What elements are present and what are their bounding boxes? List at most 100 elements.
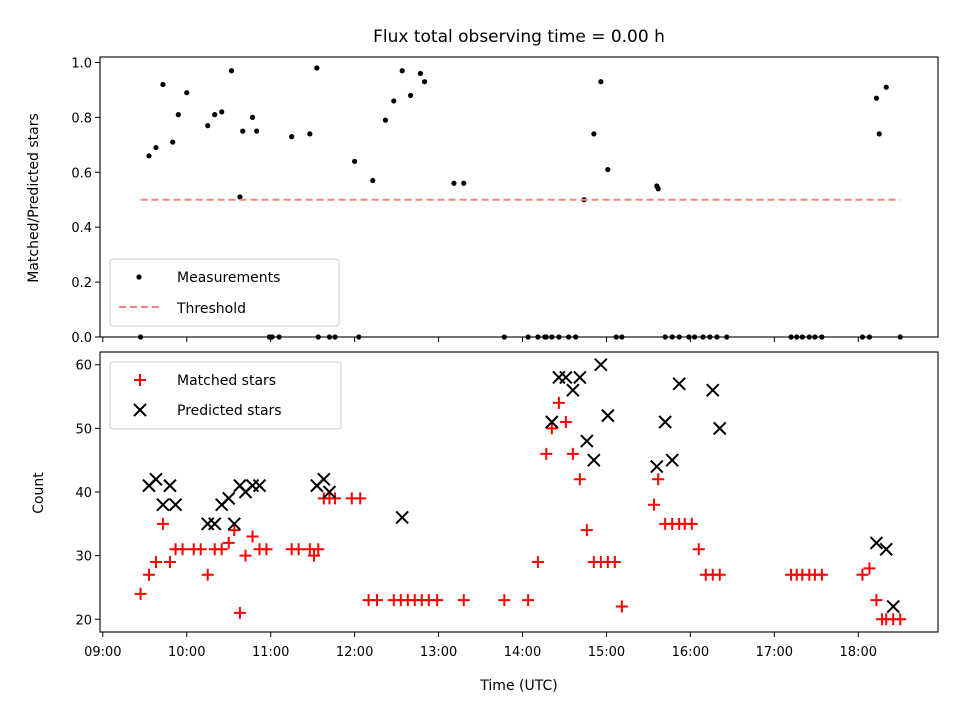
- predicted-star-point: [650, 459, 664, 474]
- measurement-point: [417, 70, 423, 77]
- bottom-legend-box: [109, 361, 342, 430]
- bottom-y-axis-label: Count: [31, 472, 47, 514]
- measurement-point: [146, 153, 152, 159]
- bottom-y-tick-label: 40: [75, 486, 92, 501]
- top-y-tick-label: 1.0: [71, 56, 92, 71]
- measurement-point: [212, 112, 218, 118]
- x-tick-label: 11:00: [252, 645, 289, 660]
- predicted-star-point: [713, 421, 727, 436]
- matched-star-point: [354, 492, 367, 505]
- matched-star-point: [457, 594, 470, 607]
- legend-matched-marker: [134, 374, 146, 386]
- matched-star-point: [580, 524, 593, 537]
- bottom-axes-frame: [99, 351, 939, 633]
- top-ticks: 0.0 0.2 0.4 0.6 0.8 1.0: [71, 56, 859, 346]
- matched-star-point: [573, 473, 586, 486]
- x-tick-label: 17:00: [756, 645, 793, 660]
- matched-star-point: [615, 600, 628, 613]
- matched-star-point: [685, 517, 698, 530]
- matched-star-point: [222, 536, 235, 549]
- measurement-point: [314, 65, 320, 71]
- predicted-star-point: [559, 370, 573, 385]
- measurement-point: [170, 139, 176, 145]
- matched-star-point: [233, 606, 246, 619]
- matched-star-point: [156, 517, 169, 530]
- matched-star-point: [894, 613, 907, 626]
- top-legend-box: [109, 258, 340, 327]
- measurement-point: [289, 134, 295, 140]
- x-tick-label: 18:00: [840, 645, 877, 660]
- measurement-point: [205, 123, 211, 129]
- x-tick-label: 09:00: [84, 645, 121, 660]
- x-tick-label: 10:00: [168, 645, 205, 660]
- top-legend: Measurements Threshold: [109, 258, 340, 327]
- measurement-point: [591, 131, 597, 137]
- top-y-tick-label: 0.2: [71, 276, 92, 291]
- predicted-star-point: [601, 408, 615, 423]
- predicted-star-point: [580, 434, 594, 448]
- matched-star-point: [228, 524, 241, 537]
- predicted-star-point: [665, 453, 679, 467]
- measurement-point: [461, 180, 467, 186]
- matched-star-point: [545, 422, 558, 435]
- matched-star-point: [552, 396, 565, 409]
- measurement-point: [184, 90, 190, 96]
- predicted-star-point: [322, 485, 337, 499]
- matched-star-point: [713, 568, 726, 581]
- measurement-point: [598, 79, 604, 85]
- matched-star-point: [312, 543, 325, 556]
- bottom-y-tick-label: 20: [75, 613, 92, 628]
- matched-star-point: [863, 562, 876, 575]
- x-tick-label: 12:00: [336, 645, 373, 660]
- matched-star-point: [692, 543, 705, 556]
- predicted-star-point: [672, 377, 686, 391]
- chart-title: Flux total observing time = 0.00 h: [373, 27, 665, 47]
- top-axes-frame: [99, 56, 939, 338]
- matched-star-point: [540, 447, 553, 460]
- matched-star-point: [371, 594, 384, 607]
- matched-star-point: [246, 530, 259, 543]
- measurement-point: [873, 95, 880, 101]
- x-axis-label: Time (UTC): [479, 678, 557, 694]
- x-tick-label: 16:00: [672, 645, 709, 660]
- bottom-ticks: 20 30 40 50 60 09:00 10:00 11:00 12:00 13:00 14:00…: [75, 359, 877, 660]
- bottom-y-tick-label: 60: [75, 359, 92, 374]
- predicted-star-point: [208, 517, 222, 531]
- legend-measurements-marker: [136, 274, 142, 280]
- matched-star-point: [292, 543, 305, 556]
- matched-star-point: [260, 543, 273, 556]
- x-tick-label: 13:00: [420, 645, 457, 660]
- top-marks: [137, 65, 903, 340]
- predicted-star-point: [545, 415, 559, 429]
- matched-star-point: [163, 556, 176, 568]
- measurement-point: [352, 158, 358, 164]
- predicted-star-point: [252, 478, 267, 493]
- matched-star-point: [176, 543, 189, 556]
- predicted-star-point: [706, 383, 720, 397]
- x-tick-label: 15:00: [588, 645, 625, 660]
- predicted-star-point: [222, 491, 236, 506]
- top-y-tick-label: 0.0: [71, 331, 92, 346]
- legend-threshold-label: Threshold: [176, 301, 246, 317]
- predicted-star-point: [879, 542, 893, 556]
- predicted-star-point: [227, 517, 242, 531]
- legend-predicted-marker: [133, 403, 147, 417]
- measurement-point: [655, 186, 661, 192]
- measurement-point: [254, 128, 260, 134]
- measurement-point: [421, 79, 428, 85]
- matched-star-point: [134, 587, 147, 600]
- measurement-point: [175, 112, 181, 118]
- measurement-point: [237, 194, 243, 200]
- top-y-tick-label: 0.6: [71, 166, 92, 181]
- predicted-star-point: [317, 472, 331, 486]
- predicted-star-point: [149, 472, 163, 486]
- predicted-star-point: [658, 415, 672, 429]
- measurement-point: [249, 114, 256, 120]
- measurement-point: [876, 131, 882, 137]
- measurement-point: [307, 131, 313, 137]
- matched-star-point: [608, 556, 621, 568]
- predicted-star-point: [886, 599, 900, 614]
- predicted-star-point: [573, 370, 587, 385]
- measurement-point: [451, 180, 457, 186]
